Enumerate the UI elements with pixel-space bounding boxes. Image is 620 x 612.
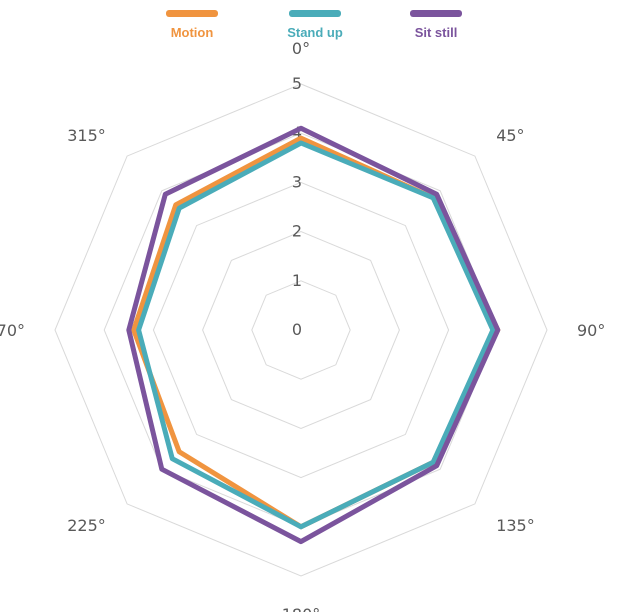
- axis-label-2: 90°: [577, 321, 605, 340]
- axis-label-0: 0°: [292, 39, 310, 58]
- series-line-1: [136, 140, 496, 530]
- radar-axis-labels: 0° 45° 90° 135° 180° 225° 270° 315°: [0, 39, 605, 612]
- ring-label-5: 5: [292, 74, 302, 93]
- legend: Motion Stand up Sit still: [166, 10, 462, 40]
- legend-label-1: Stand up: [287, 25, 343, 40]
- legend-label-0: Motion: [171, 25, 214, 40]
- legend-swatch-1: [289, 10, 341, 17]
- ring-label-3: 3: [292, 172, 302, 191]
- grid-ring-5: [54, 83, 548, 577]
- ring-label-0: 0: [292, 320, 302, 339]
- grid-ring-3: [152, 181, 450, 479]
- ring-label-2: 2: [292, 222, 302, 241]
- legend-swatch-0: [166, 10, 218, 17]
- axis-label-7: 315°: [67, 126, 106, 145]
- legend-label-2: Sit still: [415, 25, 458, 40]
- series-line-2: [126, 125, 501, 545]
- axis-label-4: 180°: [282, 605, 321, 612]
- axis-label-3: 135°: [496, 516, 535, 535]
- grid-ring-1: [251, 280, 351, 380]
- axis-label-5: 225°: [67, 516, 106, 535]
- grid-ring-2: [202, 231, 400, 429]
- axis-label-6: 270°: [0, 321, 25, 340]
- radar-series: [126, 125, 501, 545]
- ring-label-1: 1: [292, 271, 302, 290]
- axis-label-1: 45°: [496, 126, 524, 145]
- legend-swatch-2: [410, 10, 462, 17]
